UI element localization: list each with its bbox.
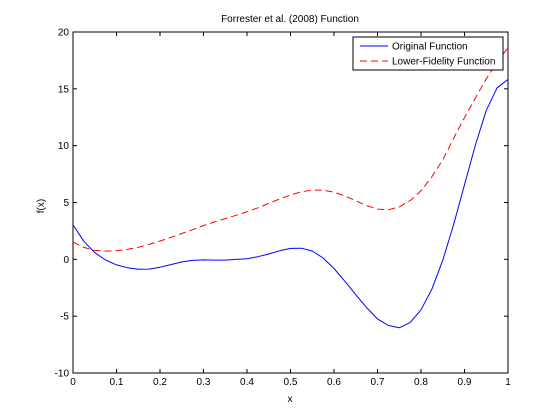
x-tick-label: 0.6 [327,377,341,388]
x-axis-label: x [288,394,293,405]
y-tick-label: 5 [63,198,69,209]
x-tick-label: 0.8 [414,377,428,388]
legend: Original Function Lower-Fidelity Functio… [352,36,504,71]
y-tick-label: -10 [55,369,70,380]
x-tick-label: 0.4 [240,377,254,388]
y-axis-label: f(x) [36,199,47,213]
legend-label-original-function: Original Function [392,42,468,53]
chart-title: Forrester et al. (2008) Function [221,14,359,25]
x-tick-label: 0.9 [458,377,472,388]
x-tick-label: 0.7 [371,377,385,388]
y-tick-label: -5 [60,312,69,323]
x-tick-label: 0.1 [110,377,124,388]
axes-box [72,31,509,374]
x-tick-label: 0.3 [197,377,211,388]
y-tick-label: 10 [58,141,70,152]
y-tick-label: 0 [63,255,69,266]
series-line-original-function [73,79,508,329]
x-tick-label: 0.2 [153,377,167,388]
y-tick-label: 15 [58,84,70,95]
x-tick-label: 0 [70,377,76,388]
x-tick-label: 0.5 [284,377,298,388]
x-tick-label: 1 [505,377,511,388]
plot-area: 0 0.1 0.2 0.3 0.4 0.5 0.6 0.7 0.8 0.9 1 -10 -5 0 5 10 1… [55,28,512,389]
y-tick-label: 20 [58,28,70,39]
legend-box [352,36,504,71]
legend-label-lower-fidelity-function: Lower-Fidelity Function [392,57,495,68]
